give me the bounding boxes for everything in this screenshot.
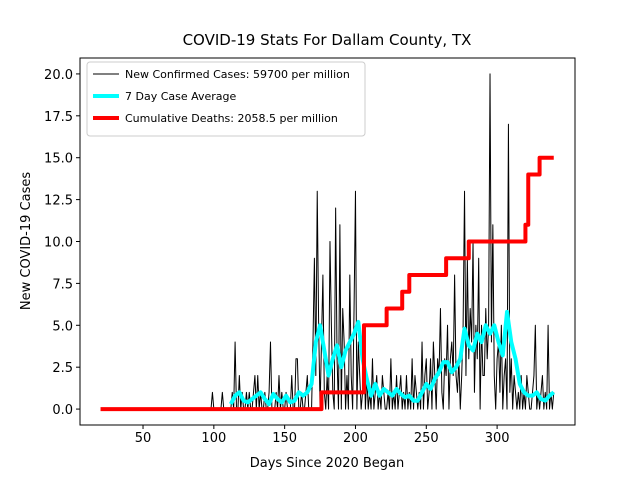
legend-label: 7 Day Case Average: [125, 90, 237, 103]
legend-label: Cumulative Deaths: 2058.5 per million: [125, 112, 338, 125]
x-tick-label: 100: [201, 431, 226, 446]
y-tick-label: 17.5: [44, 110, 73, 125]
legend-box: [86, 61, 366, 137]
y-tick-label: 5.0: [52, 319, 73, 334]
y-tick-label: 2.5: [52, 361, 73, 376]
y-tick-label: 10.0: [44, 236, 73, 251]
series-line: [100, 155, 554, 412]
y-axis-label: New COVID-19 Cases: [19, 172, 34, 310]
x-tick-label: 250: [414, 431, 439, 446]
chart-title: COVID-19 Stats For Dallam County, TX: [183, 31, 472, 49]
y-tick-label: 0.0: [52, 403, 73, 418]
plot-area: [100, 73, 555, 412]
legend-label: New Confirmed Cases: 59700 per million: [125, 68, 350, 81]
y-tick-label: 15.0: [44, 152, 73, 167]
y-tick-label: 20.0: [44, 68, 73, 83]
y-tick-label: 7.5: [52, 277, 73, 292]
legend: New Confirmed Cases: 59700 per million 7 …: [86, 61, 366, 137]
x-tick-label: 150: [272, 431, 297, 446]
series-line: [229, 309, 555, 407]
x-tick-label: 50: [135, 431, 152, 446]
x-tick-label: 200: [343, 431, 368, 446]
x-axis-label: Days Since 2020 Began: [250, 456, 405, 471]
x-tick-label: 300: [485, 431, 510, 446]
y-tick-label: 12.5: [44, 194, 73, 209]
